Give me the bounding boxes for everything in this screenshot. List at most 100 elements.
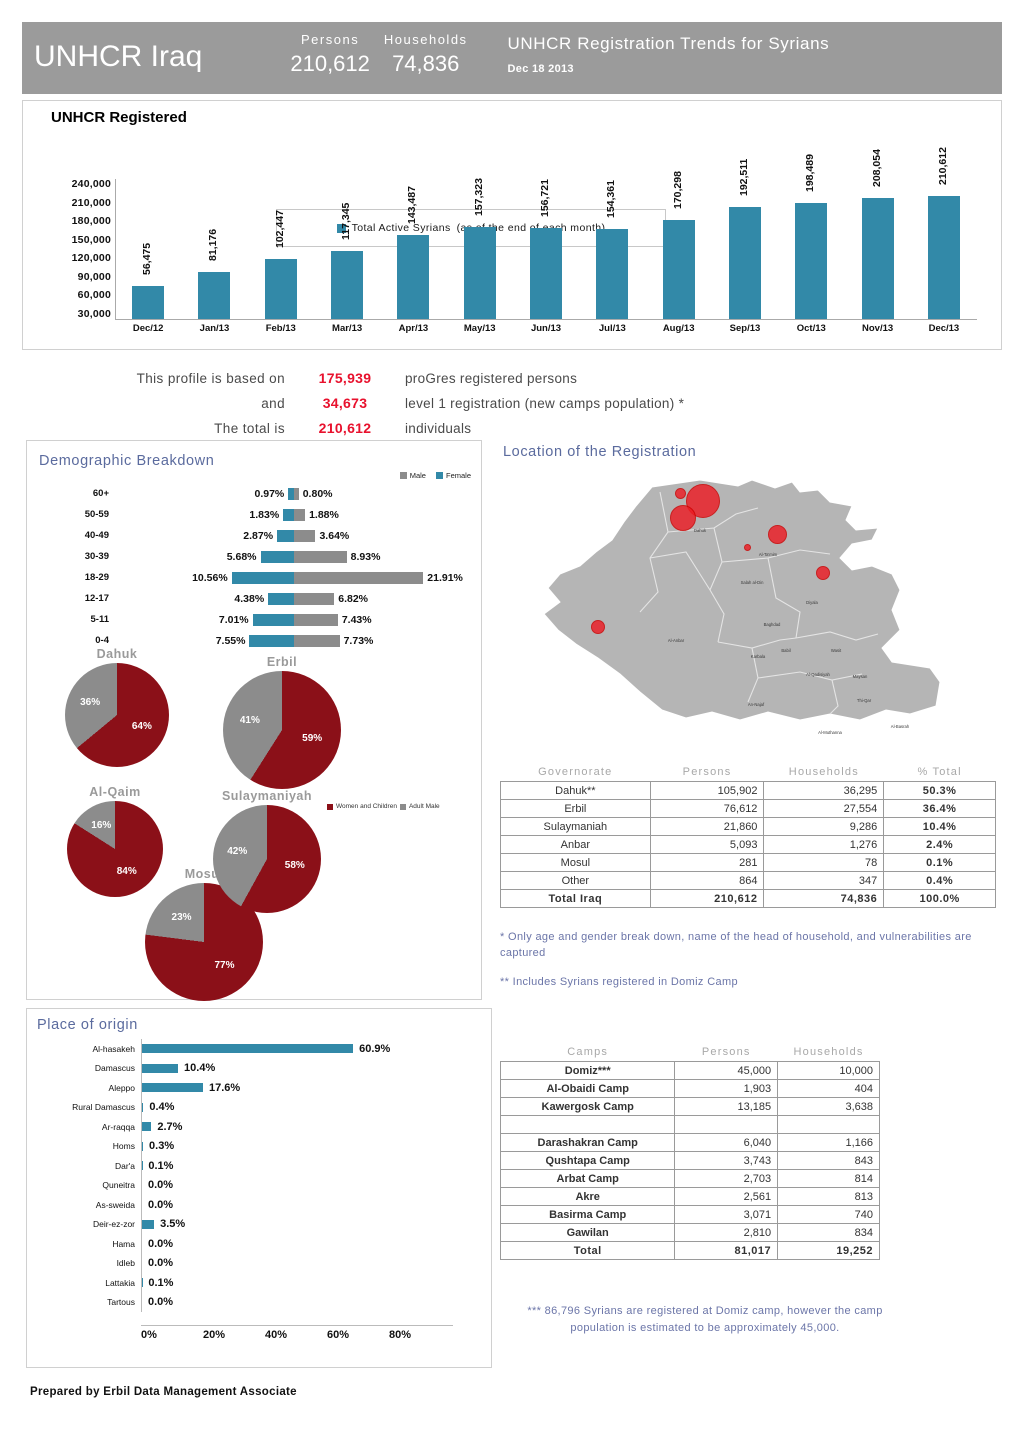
pyramid-female-bar <box>249 634 294 647</box>
camps-table: Camps Persons Households Domiz*** 45,000 10,… <box>499 1043 880 1260</box>
bar-column: 208,054 <box>844 149 910 319</box>
pyramid-male-bar <box>294 592 335 605</box>
origin-label: Deir-ez-zor <box>92 1219 135 1230</box>
bar-value-label: 156,721 <box>539 178 552 217</box>
bar-column: 156,721 <box>513 179 579 319</box>
origin-label: As-sweida <box>95 1199 135 1210</box>
pyramid-row: 50-59 1.83% 1.88% <box>37 504 473 525</box>
origin-label: Ar-raqqa <box>101 1121 135 1132</box>
population-pyramid: 60+ 0.97% 0.80% 50-59 1.83% 1.88% 40-49 2.87% 3.… <box>37 483 473 651</box>
table-row: Darashakran Camp 6,040 1,166 <box>499 1133 880 1152</box>
pie-legend-women-children-icon <box>327 803 333 810</box>
pie-value-women-children: 84% <box>116 866 137 878</box>
bar <box>198 271 231 319</box>
x-axis-tick: Jan/13 <box>199 323 230 334</box>
header-subtitle-block: UNHCR Registration Trends for Syrians De… <box>508 34 830 75</box>
origin-label: Dar'a <box>114 1160 135 1171</box>
legend-item: Male <box>399 471 426 480</box>
origin-track: 0.0% <box>141 1195 485 1215</box>
pie-chart: Erbil 59% 41% <box>223 655 341 789</box>
table-cell-persons: 105,902 <box>649 781 765 800</box>
pyramid-age-label: 12-17 <box>84 593 109 604</box>
place-of-origin-title: Place of origin <box>37 1017 138 1033</box>
map-bubble <box>590 620 605 634</box>
map-bubble <box>669 504 696 531</box>
pyramid-male-value: 3.64% <box>319 529 350 542</box>
x-axis-tick: Jul/13 <box>598 323 626 334</box>
svg-text:Al-Anbar: Al-Anbar <box>668 638 685 643</box>
pie-circle: 84% 16% <box>67 801 163 897</box>
profile-summary: This profile is based on 175,939 proGres… <box>60 370 820 445</box>
table-cell-pct: 10.4% <box>883 817 996 836</box>
bar-value-label: 198,489 <box>804 154 817 193</box>
app-title: UNHCR Iraq <box>34 40 203 73</box>
table-cell-name: Kawergosk Camp <box>499 1097 676 1116</box>
bar-column: 198,489 <box>778 154 844 319</box>
table-cell-households: 1,276 <box>763 835 885 854</box>
bar <box>530 227 563 319</box>
table-cell-persons: 281 <box>649 853 765 872</box>
table-cell-households: 3,638 <box>777 1097 880 1116</box>
origin-row: Idleb 0.0% <box>35 1253 485 1273</box>
origin-value: 10.4% <box>184 1062 216 1075</box>
table-cell-pct: 50.3% <box>883 781 996 800</box>
origin-track: 60.9% <box>141 1039 485 1059</box>
table-cell-name: Qushtapa Camp <box>499 1151 676 1170</box>
place-of-origin-x-axis: 0% 20% 40% 60% 80% <box>141 1329 451 1341</box>
table-column-header: Persons <box>674 1043 778 1062</box>
pie-legend: Women and Children Adult Male <box>327 803 440 810</box>
x-axis-tick: Mar/13 <box>332 323 363 334</box>
origin-row: Al-hasakeh 60.9% <box>35 1039 485 1059</box>
origin-label: Hama <box>112 1238 135 1249</box>
y-axis-tick: 30,000 <box>77 307 111 320</box>
pyramid-age-label: 40-49 <box>84 530 109 541</box>
pyramid-male-bar <box>294 550 347 563</box>
bar-value-label: 170,298 <box>671 170 684 209</box>
pyramid-female-side: 0.97% <box>115 487 294 500</box>
origin-row: Rural Damascus 0.4% <box>35 1097 485 1117</box>
x-axis-tick: Dec/12 <box>132 323 164 334</box>
governorate-pie-charts: Mosul 77% 23% Sulaymaniyah 58% 42% Al-Qaim 84% 1… <box>27 641 483 1001</box>
svg-text:Al-Basrah: Al-Basrah <box>891 724 910 729</box>
pie-value-women-children: 77% <box>214 960 235 972</box>
pie-circle: 59% 41% <box>223 671 341 789</box>
origin-row: Homs 0.3% <box>35 1136 485 1156</box>
page-header: UNHCR Iraq Persons 210,612 Households 74… <box>22 22 1002 94</box>
origin-value: 0.3% <box>149 1140 175 1153</box>
origin-axis-tick: 20% <box>203 1329 226 1341</box>
y-axis-tick: 90,000 <box>77 270 111 283</box>
x-axis-tick: Jun/13 <box>530 323 562 334</box>
svg-text:Diyala: Diyala <box>806 600 818 605</box>
profile-line2-number: 34,673 <box>322 395 368 411</box>
pyramid-row: 30-39 5.68% 8.93% <box>37 546 473 567</box>
pie-value-adult-male: 42% <box>227 845 248 857</box>
profile-line1-number: 175,939 <box>318 370 372 386</box>
table-cell-households: 78 <box>763 853 885 872</box>
pie-chart-title: Al-Qaim <box>89 785 141 799</box>
legend-label: Female <box>445 471 471 480</box>
table-cell-households: 740 <box>777 1205 880 1224</box>
y-axis-tick: 240,000 <box>71 178 111 190</box>
origin-bar <box>142 1102 144 1112</box>
pyramid-age-label: 5-11 <box>90 614 110 625</box>
bar <box>264 259 297 319</box>
pyramid-female-side: 2.87% <box>115 529 294 542</box>
pyramid-male-bar <box>294 613 338 626</box>
legend-swatch-icon <box>399 472 407 479</box>
bar <box>662 219 695 319</box>
pie-legend-women-children-label: Women and Children <box>336 803 397 810</box>
table-cell-persons: 81,017 <box>674 1241 779 1260</box>
table-cell-persons: 45,000 <box>674 1061 779 1080</box>
bar-column: 154,361 <box>579 179 645 319</box>
table-cell-households: 834 <box>777 1223 880 1242</box>
pyramid-female-side: 4.38% <box>115 592 294 605</box>
pyramid-female-side: 7.55% <box>115 634 294 647</box>
persons-label: Persons <box>301 32 360 47</box>
table-cell-households: 10,000 <box>777 1061 880 1080</box>
pyramid-male-side: 7.73% <box>294 634 473 647</box>
pyramid-female-bar <box>231 571 294 584</box>
demographic-title: Demographic Breakdown <box>39 453 215 469</box>
table-cell-name: Sulaymaniah <box>500 817 651 836</box>
origin-track: 10.4% <box>141 1058 485 1078</box>
profile-line-1: This profile is based on 175,939 proGres… <box>60 370 820 386</box>
